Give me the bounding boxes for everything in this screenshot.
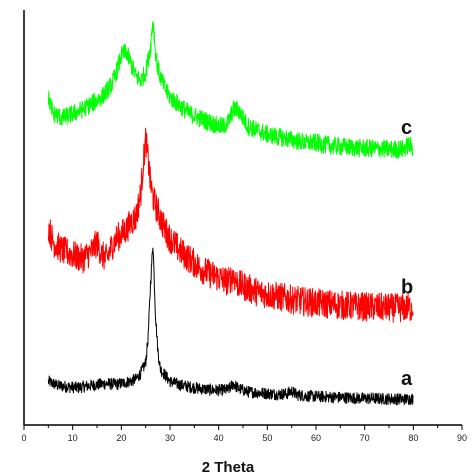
series-c-label: c xyxy=(401,117,412,139)
series-a-label: a xyxy=(401,368,413,390)
x-tick-label: 90 xyxy=(457,433,467,443)
series-b-label: b xyxy=(401,277,413,299)
x-tick-label: 30 xyxy=(165,433,175,443)
series-a-line xyxy=(47,247,414,406)
series-b-line xyxy=(47,127,414,323)
series-c-line xyxy=(47,20,414,159)
labels-layer: a b c xyxy=(401,117,413,390)
x-tick-label: 50 xyxy=(262,433,272,443)
x-tick-label: 70 xyxy=(360,433,370,443)
axes: 0 10 20 30 40 50 60 70 80 90 2 Theta xyxy=(21,10,467,474)
x-tick-label: 40 xyxy=(214,433,224,443)
x-tick-label: 10 xyxy=(68,433,78,443)
series-layer xyxy=(47,20,414,406)
x-tick-label: 80 xyxy=(408,433,418,443)
x-tick-label: 0 xyxy=(21,433,26,443)
x-tick-label: 60 xyxy=(311,433,321,443)
x-axis-title: 2 Theta xyxy=(202,459,255,474)
x-tick-label: 20 xyxy=(116,433,126,443)
